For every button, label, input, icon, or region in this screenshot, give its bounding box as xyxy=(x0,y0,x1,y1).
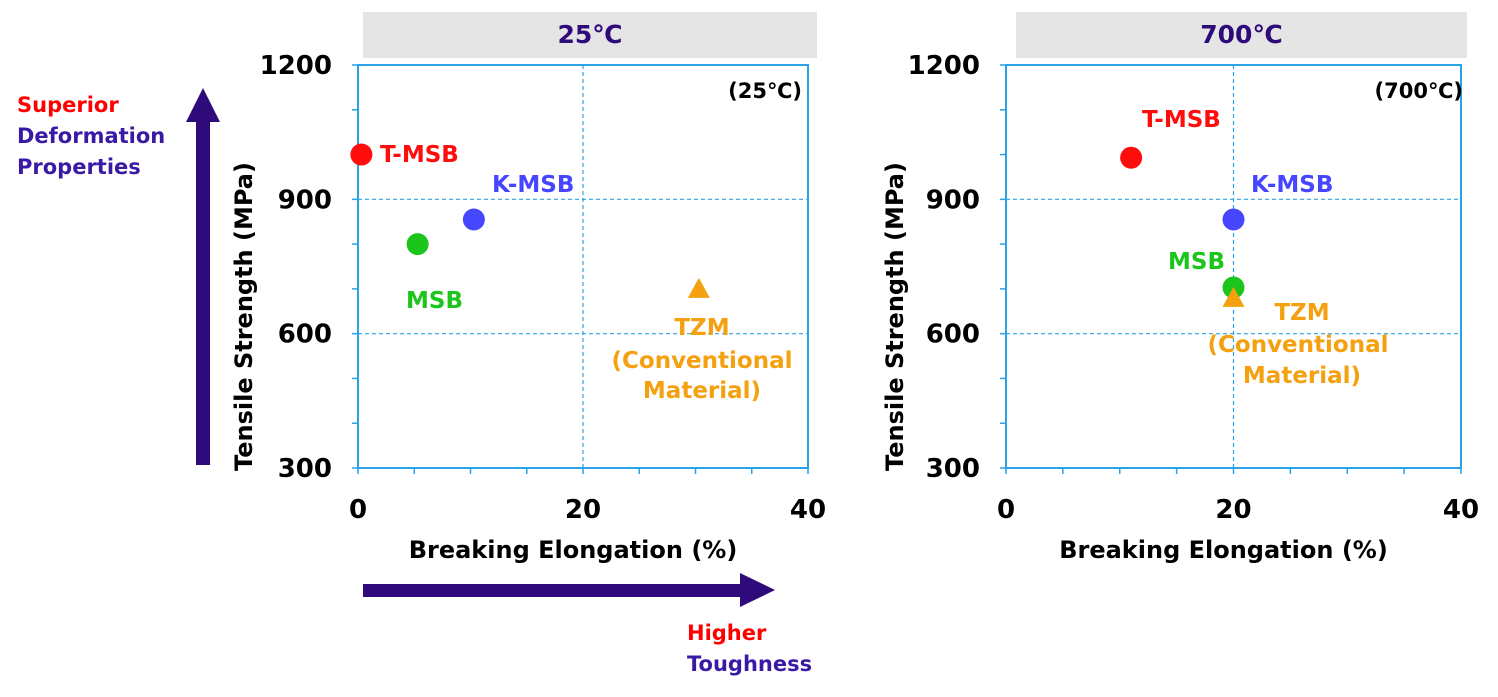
y-tick-label: 600 xyxy=(278,320,332,350)
x-tick-label: 0 xyxy=(349,495,367,525)
x-tick-label: 0 xyxy=(997,495,1015,525)
chart-panel-700c: 700℃ 300 600 900 1200 0 20 40 Breaking Elongatio… xyxy=(881,12,1479,564)
x-tick-label: 20 xyxy=(1215,495,1251,525)
chart-header-title: 700℃ xyxy=(1200,20,1282,49)
y-axis-label: Tensile Strength (MPa) xyxy=(881,162,909,471)
data-label-tzm: Material) xyxy=(643,378,761,404)
plot-frame xyxy=(357,64,809,469)
vertical-arrow-label-line3: Properties xyxy=(17,155,141,179)
data-point-k-msb xyxy=(1222,208,1245,231)
y-tick-label: 300 xyxy=(926,454,980,484)
higher-toughness-arrow xyxy=(363,573,775,607)
y-tick-label: 1200 xyxy=(908,51,980,81)
horizontal-arrow-shaft xyxy=(363,584,748,597)
chart-header-bar xyxy=(363,12,817,58)
data-label-k-msb: K-MSB xyxy=(492,172,574,198)
data-point-tzm xyxy=(687,277,710,298)
x-axis-label: Breaking Elongation (%) xyxy=(1059,536,1388,564)
data-label-msb: MSB xyxy=(1168,249,1225,275)
y-tick-label: 600 xyxy=(926,320,980,350)
superior-properties-arrow xyxy=(186,88,220,465)
y-axis-label: Tensile Strength (MPa) xyxy=(230,162,258,471)
inset-temperature-label: (25℃) xyxy=(728,79,802,103)
data-label-tzm: (Conventional xyxy=(612,348,793,374)
x-tick-label: 20 xyxy=(565,495,601,525)
chart-header-bar xyxy=(1016,12,1467,58)
y-tick-label: 900 xyxy=(278,185,332,215)
data-label-t-msb: T-MSB xyxy=(1142,107,1221,133)
horizontal-arrow-head xyxy=(740,573,775,607)
data-label-tzm: TZM xyxy=(674,315,729,341)
chart-header-title: 25℃ xyxy=(557,20,622,49)
vertical-arrow-label-line2: Deformation xyxy=(17,124,165,148)
data-label-tzm: (Conventional xyxy=(1208,332,1389,358)
data-label-t-msb: T-MSB xyxy=(380,142,459,168)
x-tick-label: 40 xyxy=(1443,495,1479,525)
x-axis-label: Breaking Elongation (%) xyxy=(409,536,738,564)
vertical-arrow-head xyxy=(186,88,220,122)
data-label-k-msb: K-MSB xyxy=(1251,172,1333,198)
vertical-arrow-shaft xyxy=(196,120,210,465)
x-tick-label: 40 xyxy=(790,495,826,525)
data-point-t-msb xyxy=(1120,146,1143,169)
inset-temperature-label: (700℃) xyxy=(1375,79,1463,103)
horizontal-arrow-label-line2: Toughness xyxy=(687,652,812,676)
plot-frame xyxy=(1005,64,1462,469)
y-tick-label: 1200 xyxy=(260,51,332,81)
data-point-tzm xyxy=(1222,286,1245,307)
data-label-tzm: Material) xyxy=(1243,363,1361,389)
chart-panel-25c: 25℃ 300 600 900 1200 0 20 40 Breaking Elongation… xyxy=(230,12,826,564)
y-tick-label: 900 xyxy=(926,185,980,215)
y-tick-label: 300 xyxy=(278,454,332,484)
data-point-k-msb xyxy=(462,208,485,231)
horizontal-arrow-label-line1: Higher xyxy=(687,621,767,645)
data-point-msb xyxy=(406,233,429,256)
vertical-arrow-label-line1: Superior xyxy=(17,93,119,117)
data-label-msb: MSB xyxy=(406,288,463,314)
data-point-t-msb xyxy=(350,143,373,166)
data-label-tzm: TZM xyxy=(1274,300,1329,326)
